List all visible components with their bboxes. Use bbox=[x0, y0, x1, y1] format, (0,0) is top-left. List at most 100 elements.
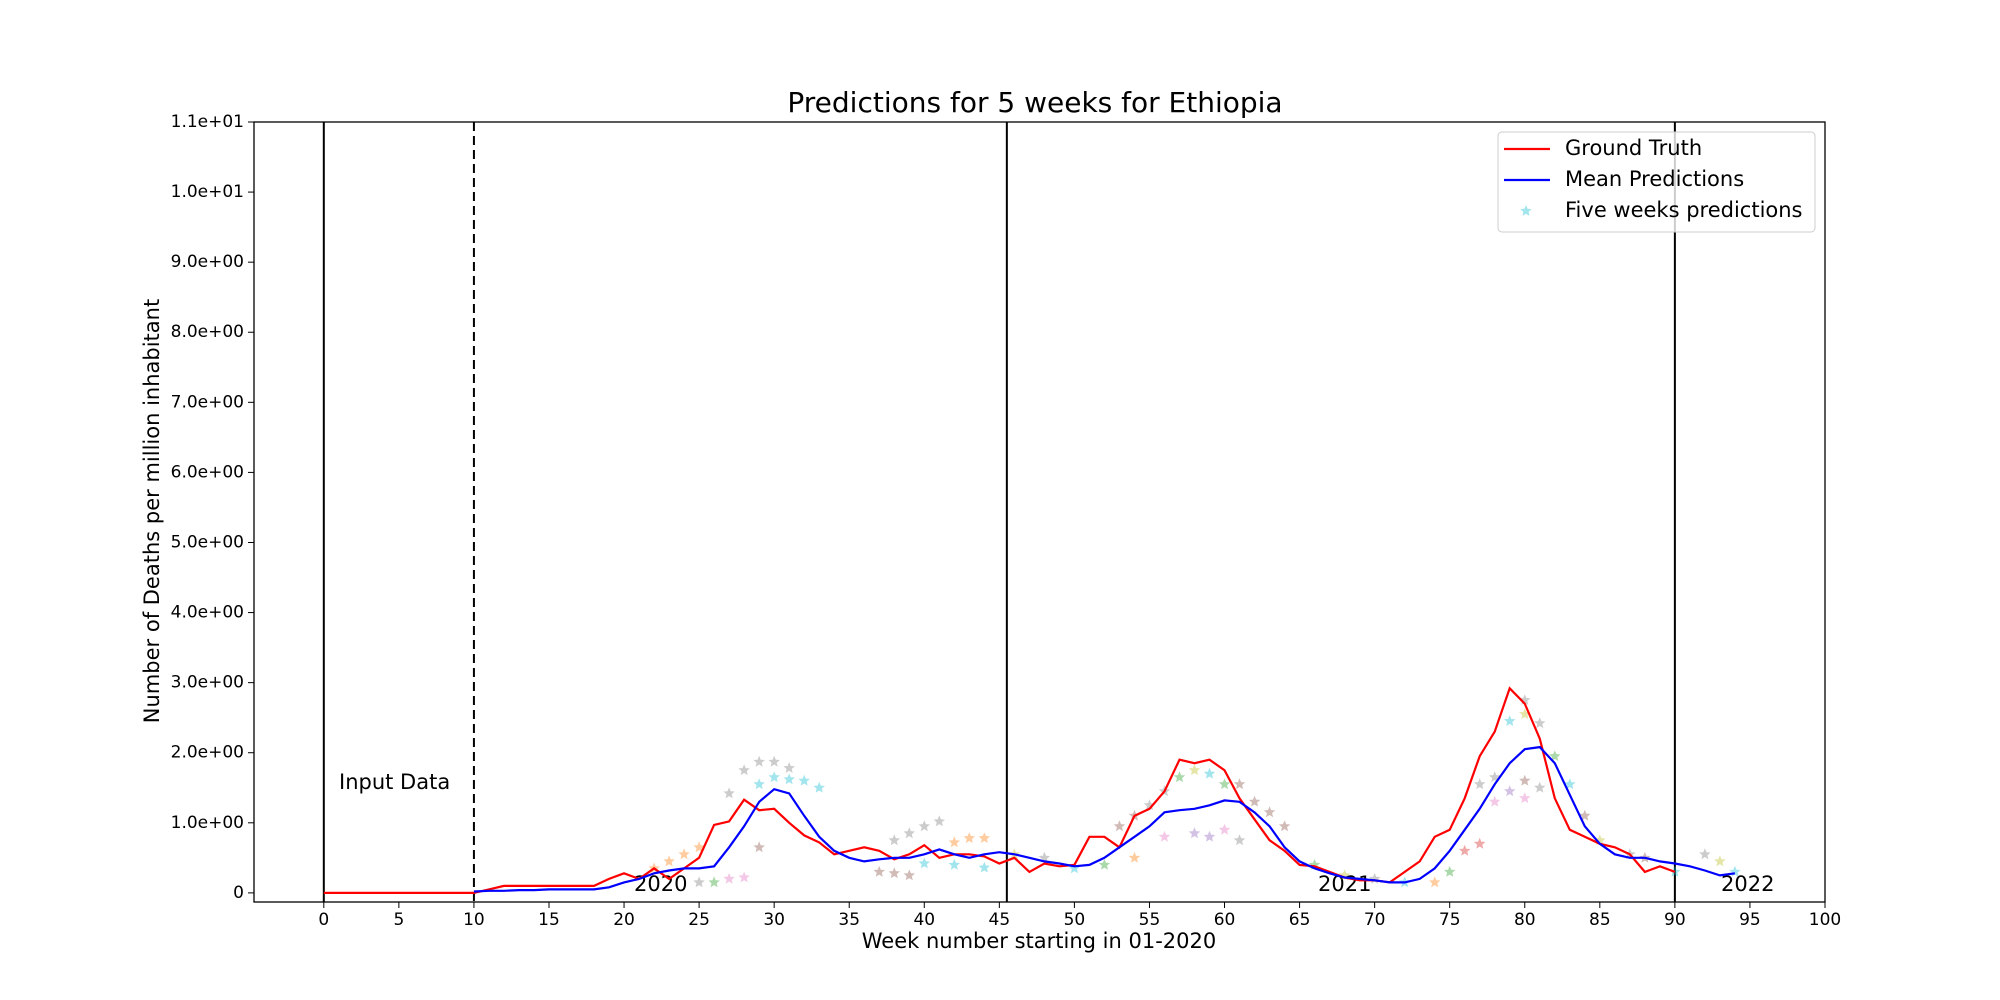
x-tick-label: 75 bbox=[1439, 910, 1461, 930]
star-point bbox=[873, 865, 885, 877]
legend-box bbox=[1497, 131, 1816, 233]
annotation: 2022 bbox=[1721, 872, 1774, 896]
star-point bbox=[738, 764, 750, 776]
y-tick-label: 2.0e+00 bbox=[171, 743, 244, 763]
star-point bbox=[693, 876, 705, 888]
star-point bbox=[1534, 717, 1546, 729]
star-point bbox=[933, 815, 945, 827]
star-point bbox=[888, 867, 900, 879]
y-tick-label: 1.0e+01 bbox=[171, 182, 244, 202]
star-point bbox=[1143, 799, 1156, 811]
star-point bbox=[753, 778, 765, 790]
x-tick-label: 25 bbox=[688, 910, 710, 930]
star-point bbox=[963, 832, 975, 844]
plot-frame bbox=[253, 121, 1826, 903]
legend-marker bbox=[1520, 205, 1532, 216]
star-point bbox=[1173, 771, 1186, 783]
x-tick-label: 55 bbox=[1139, 910, 1161, 930]
star-point bbox=[723, 872, 735, 884]
legend-label: Mean Predictions bbox=[1565, 167, 1744, 191]
star-point bbox=[1248, 795, 1261, 807]
star-point bbox=[1729, 865, 1741, 877]
star-point bbox=[978, 861, 990, 873]
y-tick-label: 9.0e+00 bbox=[171, 252, 244, 272]
star-point bbox=[768, 755, 780, 767]
star-point bbox=[753, 841, 765, 853]
x-tick-label: 90 bbox=[1664, 910, 1686, 930]
star-point bbox=[1519, 774, 1531, 786]
star-point bbox=[903, 869, 915, 881]
star-point bbox=[1474, 778, 1486, 790]
x-tick-label: 65 bbox=[1289, 910, 1311, 930]
star-point bbox=[1218, 778, 1231, 790]
star-point bbox=[1549, 750, 1561, 762]
x-tick-label: 100 bbox=[1809, 910, 1841, 930]
star-point bbox=[1203, 767, 1216, 779]
x-tick-label: 40 bbox=[913, 910, 935, 930]
star-point bbox=[1233, 834, 1246, 846]
star-point bbox=[1203, 830, 1216, 842]
legend-label: Five weeks predictions bbox=[1565, 198, 1803, 222]
y-tick-label: 7.0e+00 bbox=[171, 392, 244, 412]
x-tick-label: 50 bbox=[1064, 910, 1086, 930]
star-point bbox=[903, 827, 915, 839]
star-point bbox=[1504, 715, 1516, 726]
star-point bbox=[1459, 844, 1471, 856]
star-point bbox=[723, 787, 735, 799]
star-point bbox=[663, 855, 675, 867]
y-tick-label: 3.0e+00 bbox=[171, 673, 244, 693]
line-series bbox=[473, 745, 1736, 893]
star-point bbox=[1188, 827, 1201, 839]
star-point bbox=[1534, 781, 1546, 793]
star-point bbox=[1263, 806, 1276, 818]
star-point bbox=[1158, 830, 1171, 842]
y-tick-label: 1.0e+00 bbox=[171, 813, 244, 833]
legend-label: Ground Truth bbox=[1565, 136, 1702, 160]
x-tick-label: 5 bbox=[393, 910, 404, 930]
star-point bbox=[1519, 792, 1531, 804]
star-point bbox=[753, 755, 765, 767]
x-tick-label: 45 bbox=[989, 910, 1011, 930]
x-tick-label: 60 bbox=[1214, 910, 1236, 930]
star-point bbox=[738, 871, 750, 883]
star-point bbox=[1699, 848, 1711, 860]
x-tick-label: 0 bbox=[318, 910, 329, 930]
star-point bbox=[1489, 795, 1501, 807]
star-point bbox=[1218, 823, 1231, 835]
x-tick-label: 85 bbox=[1589, 910, 1611, 930]
star-point bbox=[978, 832, 990, 844]
y-axis-label: Number of Deaths per million inhabitant bbox=[140, 299, 164, 723]
x-tick-label: 35 bbox=[838, 910, 860, 930]
star-point bbox=[783, 762, 795, 773]
star-point bbox=[918, 820, 930, 832]
star-point bbox=[1444, 865, 1456, 877]
star-point bbox=[1098, 858, 1111, 870]
x-tick-label: 15 bbox=[538, 910, 560, 930]
star-point bbox=[1128, 851, 1141, 863]
x-tick-label: 80 bbox=[1514, 910, 1536, 930]
star-point bbox=[888, 834, 900, 846]
y-tick-label: 8.0e+00 bbox=[171, 322, 244, 342]
x-tick-label: 70 bbox=[1364, 910, 1386, 930]
x-axis-label: Week number starting in 01-2020 bbox=[862, 929, 1216, 953]
star-point bbox=[1278, 820, 1291, 832]
star-point bbox=[1233, 778, 1246, 790]
star-point bbox=[708, 876, 720, 888]
x-tick-label: 10 bbox=[463, 910, 485, 930]
annotation: Input Data bbox=[339, 770, 450, 794]
annotation: 2021 bbox=[1318, 872, 1371, 896]
star-point bbox=[1429, 876, 1441, 888]
star-point bbox=[1594, 834, 1606, 846]
star-point bbox=[678, 848, 690, 860]
star-point bbox=[1113, 820, 1126, 832]
star-point bbox=[948, 836, 960, 848]
x-tick-label: 30 bbox=[763, 910, 785, 930]
chart-title: Predictions for 5 weeks for Ethiopia bbox=[787, 86, 1282, 119]
star-point bbox=[1519, 708, 1531, 719]
star-point bbox=[1714, 855, 1726, 867]
x-tick-label: 95 bbox=[1739, 910, 1761, 930]
star-point bbox=[948, 858, 960, 870]
y-tick-label: 0 bbox=[233, 883, 244, 903]
star-point bbox=[768, 771, 780, 783]
